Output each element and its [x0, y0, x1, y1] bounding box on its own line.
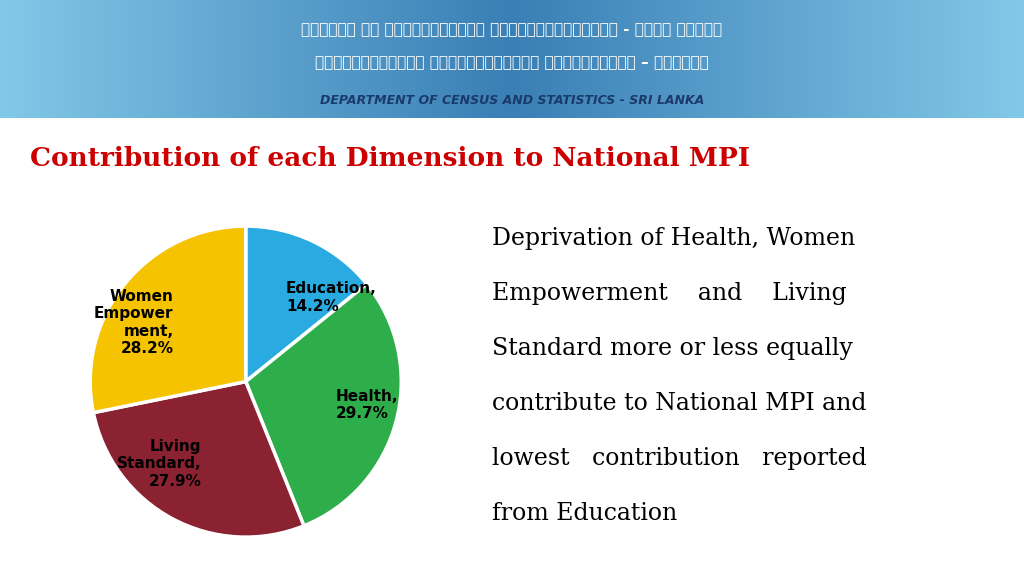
Text: DEPARTMENT OF CENSUS AND STATISTICS - SRI LANKA: DEPARTMENT OF CENSUS AND STATISTICS - SR…: [319, 94, 705, 107]
Text: Living
Standard,
27.9%: Living Standard, 27.9%: [117, 439, 202, 488]
Wedge shape: [93, 382, 304, 537]
Text: தொகைமதிப்பு புள்ளிவிபரத் திணைக்களம் – இலங்கை: தொகைமதிப்பு புள்ளிவிபரத் திணைக்களம் – இ…: [315, 55, 709, 70]
Text: Deprivation of Health, Women: Deprivation of Health, Women: [492, 227, 855, 250]
Text: Contribution of each Dimension to National MPI: Contribution of each Dimension to Nation…: [31, 146, 751, 171]
Text: from Education: from Education: [492, 502, 677, 525]
Text: Empowerment    and    Living: Empowerment and Living: [492, 282, 847, 305]
Text: ජනලේඁන හා සංංක්‍යාලේඁන දෙපාර්තමේන්තුව - ශ්‍රී ලංකාව: ජනලේඁන හා සංංක්‍යාලේඁන දෙපාර්තමේන්තුව - …: [301, 22, 723, 37]
Wedge shape: [90, 226, 246, 412]
Text: Standard more or less equally: Standard more or less equally: [492, 337, 853, 360]
Text: lowest   contribution   reported: lowest contribution reported: [492, 447, 866, 469]
Wedge shape: [246, 226, 367, 382]
Text: contribute to National MPI and: contribute to National MPI and: [492, 392, 866, 415]
Wedge shape: [246, 284, 401, 526]
Text: Women
Empower
ment,
28.2%: Women Empower ment, 28.2%: [94, 289, 173, 356]
Text: Health,
29.7%: Health, 29.7%: [336, 389, 398, 421]
Text: Education,
14.2%: Education, 14.2%: [286, 281, 377, 313]
